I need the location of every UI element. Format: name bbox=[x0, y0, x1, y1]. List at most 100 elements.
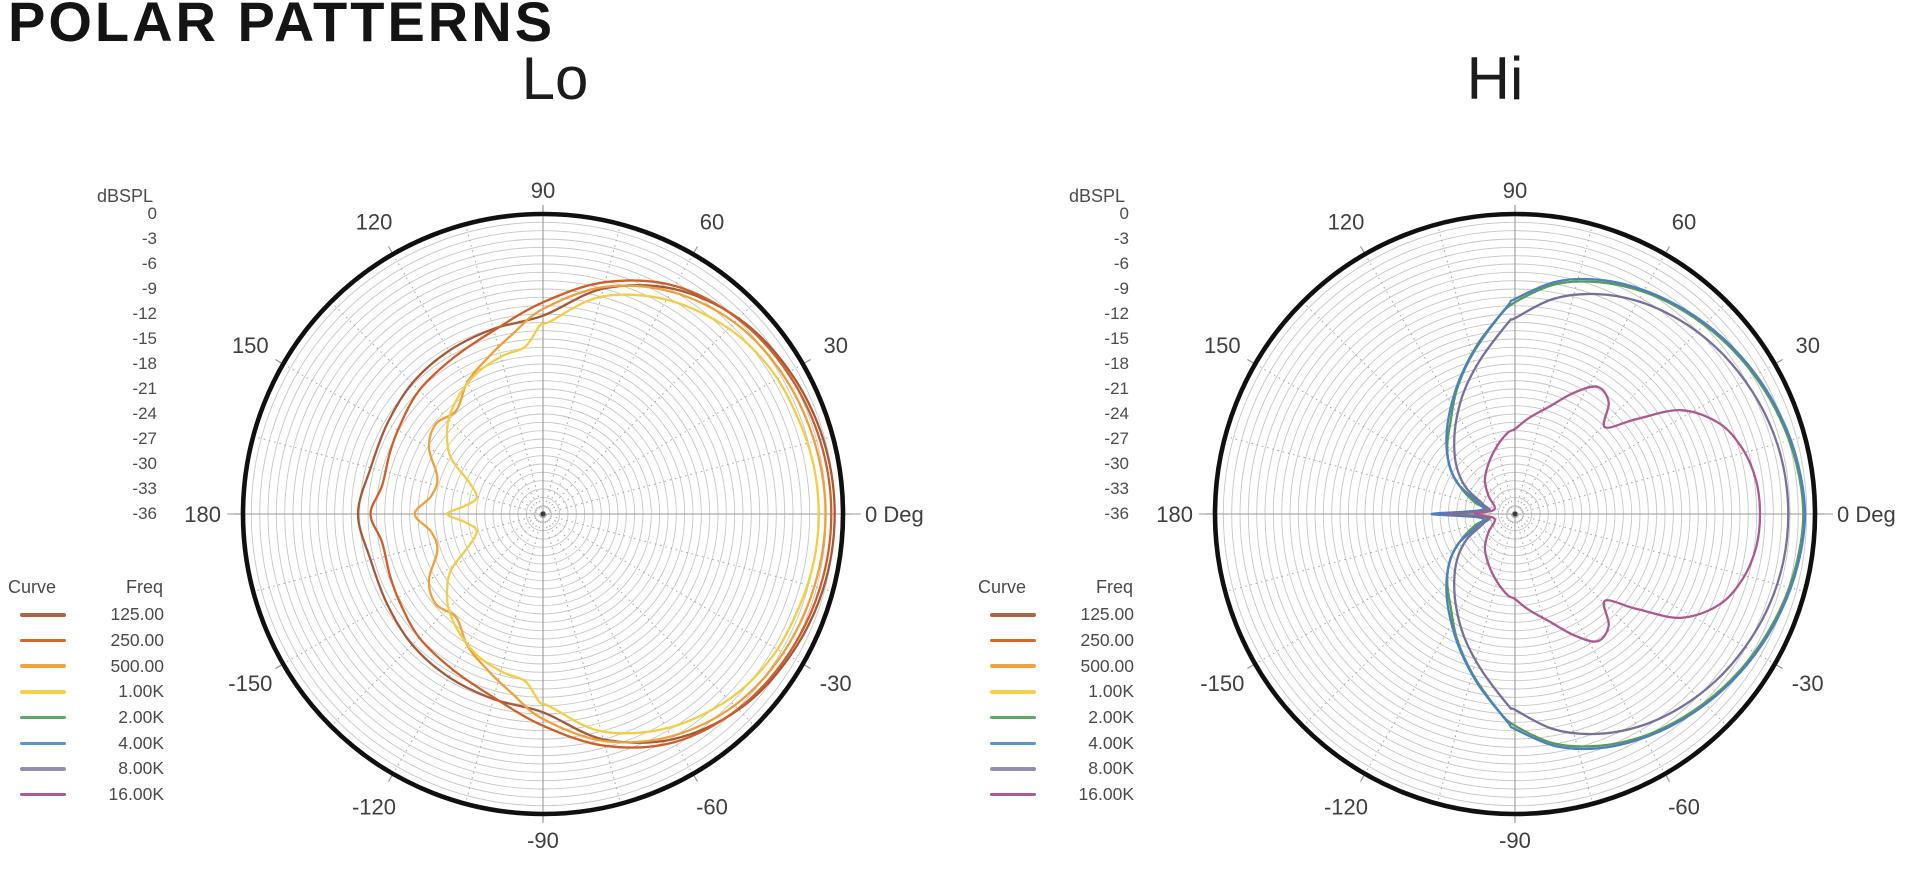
db-tick-label: -36 bbox=[1104, 504, 1129, 523]
legend-swatch bbox=[20, 792, 66, 797]
db-tick-label: -30 bbox=[1104, 454, 1129, 473]
page-title: POLAR PATTERNS bbox=[8, 0, 556, 53]
db-axis-title: dBSPL bbox=[1069, 186, 1125, 206]
legend-rows: 125.00 250.00 500.00 1.00K 2.00K 4.00K 8.00K 16… bbox=[6, 602, 164, 808]
db-tick-label: -30 bbox=[132, 454, 157, 473]
polar-grid bbox=[1199, 205, 1833, 823]
chart-title-hi: Hi bbox=[1466, 45, 1524, 112]
angle-label: 0 Deg bbox=[865, 502, 924, 527]
legend-curve-header: Curve bbox=[978, 577, 1027, 597]
curve-250.00 bbox=[369, 279, 833, 749]
angle-label: -60 bbox=[696, 795, 728, 820]
angle-label: 0 Deg bbox=[1837, 502, 1896, 527]
legend-freq-label: 1.00K bbox=[1088, 681, 1134, 702]
legend-swatch bbox=[20, 741, 66, 746]
db-tick-label: -27 bbox=[132, 429, 157, 448]
polar-grid bbox=[227, 205, 861, 823]
legend-freq-header: Freq bbox=[125, 577, 163, 597]
legend-lo: Curve Freq 125.00 250.00 500.00 1.00K 2.00K 4… bbox=[6, 577, 164, 808]
curve-8.00K bbox=[1441, 292, 1790, 736]
angle-label: -120 bbox=[352, 795, 396, 820]
legend-freq-label: 4.00K bbox=[1088, 732, 1134, 753]
legend-freq-label: 250.00 bbox=[110, 630, 164, 651]
curve-125.00 bbox=[356, 284, 836, 744]
legend-item: 500.00 bbox=[6, 653, 164, 679]
curve-4.00K bbox=[1430, 277, 1807, 751]
legend-swatch bbox=[20, 613, 66, 617]
angle-label: 180 bbox=[1156, 502, 1193, 527]
db-tick-label: -18 bbox=[132, 354, 157, 373]
chart-title-lo: Lo bbox=[521, 45, 589, 112]
legend-item: 16.00K bbox=[976, 782, 1134, 808]
db-tick-label: -12 bbox=[132, 304, 157, 323]
legend-header: Curve Freq bbox=[6, 577, 164, 602]
legend-swatch bbox=[990, 767, 1036, 771]
db-axis-title: dBSPL bbox=[97, 186, 153, 206]
legend-freq-label: 500.00 bbox=[110, 655, 164, 676]
legend-item: 250.00 bbox=[6, 628, 164, 654]
angle-label: 120 bbox=[1328, 209, 1365, 234]
legend-swatch bbox=[990, 741, 1036, 746]
legend-item: 8.00K bbox=[6, 756, 164, 782]
db-tick-label: -15 bbox=[1104, 329, 1129, 348]
curve-16.00K bbox=[1473, 385, 1762, 643]
legend-item: 1.00K bbox=[6, 679, 164, 705]
angle-label: -30 bbox=[1792, 671, 1824, 696]
legend-swatch bbox=[20, 715, 66, 720]
legend-swatch bbox=[990, 664, 1036, 668]
legend-freq-label: 250.00 bbox=[1080, 630, 1134, 651]
legend-rows: 125.00 250.00 500.00 1.00K 2.00K 4.00K 8.00K 16… bbox=[976, 602, 1134, 808]
db-tick-label: -33 bbox=[1104, 479, 1129, 498]
legend-freq-label: 8.00K bbox=[1088, 758, 1134, 779]
angle-label: 150 bbox=[1204, 333, 1241, 358]
angle-label: 60 bbox=[1672, 209, 1696, 234]
legend-item: 125.00 bbox=[6, 602, 164, 628]
legend-item: 250.00 bbox=[976, 628, 1134, 654]
angle-label: 30 bbox=[1795, 333, 1819, 358]
angle-label: 30 bbox=[823, 333, 847, 358]
legend-item: 4.00K bbox=[976, 730, 1134, 756]
legend-item: 2.00K bbox=[976, 705, 1134, 731]
legend-freq-label: 125.00 bbox=[110, 604, 164, 625]
db-tick-label: -24 bbox=[132, 404, 157, 423]
outer-circle bbox=[240, 211, 846, 817]
legend-item: 1.00K bbox=[976, 679, 1134, 705]
legend-swatch bbox=[990, 715, 1036, 720]
legend-freq-label: 16.00K bbox=[108, 784, 164, 805]
legend-hi: Curve Freq 125.00 250.00 500.00 1.00K 2.00K 4… bbox=[976, 577, 1134, 808]
angle-label: -30 bbox=[820, 671, 852, 696]
db-tick-label: -21 bbox=[132, 379, 157, 398]
db-tick-label: -3 bbox=[142, 229, 157, 248]
legend-swatch bbox=[990, 613, 1036, 617]
legend-swatch bbox=[990, 690, 1036, 694]
legend-item: 16.00K bbox=[6, 782, 164, 808]
legend-swatch bbox=[20, 690, 66, 694]
angle-label: 120 bbox=[356, 209, 393, 234]
angle-labels: 90 60 30 0 Deg -30 -60 -90 -120 -150 180 150 120 bbox=[184, 178, 923, 853]
legend-swatch bbox=[20, 638, 66, 643]
legend-curve-header: Curve bbox=[8, 577, 57, 597]
angle-label: -90 bbox=[527, 828, 559, 853]
db-tick-label: -24 bbox=[1104, 404, 1129, 423]
legend-freq-label: 500.00 bbox=[1080, 655, 1134, 676]
curve-1.00K bbox=[445, 293, 820, 735]
db-tick-label: 0 bbox=[1120, 204, 1129, 223]
angle-label: -60 bbox=[1668, 795, 1700, 820]
legend-item: 500.00 bbox=[976, 653, 1134, 679]
legend-item: 4.00K bbox=[6, 730, 164, 756]
legend-swatch bbox=[20, 767, 66, 771]
legend-freq-label: 2.00K bbox=[118, 707, 164, 728]
db-tick-label: -15 bbox=[132, 329, 157, 348]
legend-freq-label: 1.00K bbox=[118, 681, 164, 702]
legend-freq-label: 4.00K bbox=[118, 732, 164, 753]
legend-freq-label: 2.00K bbox=[1088, 707, 1134, 728]
db-tick-label: -18 bbox=[1104, 354, 1129, 373]
db-tick-label: -36 bbox=[132, 504, 157, 523]
legend-item: 2.00K bbox=[6, 705, 164, 731]
angle-label: -150 bbox=[228, 671, 272, 696]
db-tick-label: -9 bbox=[142, 279, 157, 298]
angle-label: 90 bbox=[531, 178, 555, 203]
